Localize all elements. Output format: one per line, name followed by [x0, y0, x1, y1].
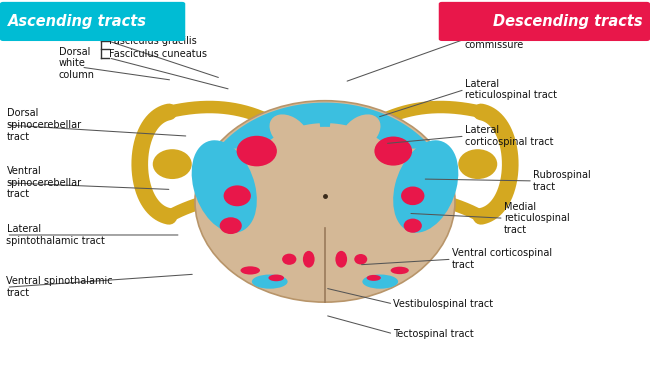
Text: Ascending tracts: Ascending tracts — [8, 14, 147, 29]
Text: Ventral
spinocerebellar
tract: Ventral spinocerebellar tract — [6, 166, 82, 200]
Text: Fasciculus cuneatus: Fasciculus cuneatus — [109, 50, 207, 59]
Text: Lateral
spintothalamic tract: Lateral spintothalamic tract — [6, 224, 105, 246]
Text: Ventral corticospinal
tract: Ventral corticospinal tract — [452, 248, 552, 270]
Ellipse shape — [240, 224, 300, 264]
Ellipse shape — [335, 251, 347, 268]
Ellipse shape — [270, 115, 309, 150]
Ellipse shape — [363, 275, 398, 289]
Polygon shape — [218, 103, 432, 160]
FancyBboxPatch shape — [0, 2, 185, 41]
Ellipse shape — [341, 115, 380, 150]
Ellipse shape — [374, 137, 412, 166]
Text: Tectospinal tract: Tectospinal tract — [393, 329, 474, 339]
Ellipse shape — [367, 275, 381, 281]
Text: Ventral white
commissure: Ventral white commissure — [465, 28, 530, 50]
Ellipse shape — [268, 275, 284, 281]
Ellipse shape — [252, 275, 287, 289]
Ellipse shape — [391, 267, 409, 274]
Ellipse shape — [153, 149, 192, 179]
Text: Rubrospinal
tract: Rubrospinal tract — [533, 170, 591, 192]
Ellipse shape — [401, 186, 424, 205]
Text: Dorsal
spinocerebellar
tract: Dorsal spinocerebellar tract — [6, 108, 82, 142]
Text: Medial
reticulospinal
tract: Medial reticulospinal tract — [504, 201, 569, 235]
Ellipse shape — [458, 149, 497, 179]
Ellipse shape — [303, 251, 315, 268]
Ellipse shape — [282, 254, 296, 265]
Ellipse shape — [354, 254, 367, 264]
Ellipse shape — [393, 140, 458, 233]
Ellipse shape — [240, 266, 260, 275]
Text: Vestibulospinal tract: Vestibulospinal tract — [393, 299, 493, 309]
Ellipse shape — [220, 217, 242, 234]
Text: Fasciculus gracilis: Fasciculus gracilis — [109, 36, 197, 46]
Ellipse shape — [350, 224, 410, 264]
Text: Lateral
corticospinal tract: Lateral corticospinal tract — [465, 125, 553, 147]
Text: Lateral
reticulospinal tract: Lateral reticulospinal tract — [465, 79, 557, 100]
Ellipse shape — [260, 127, 390, 261]
Ellipse shape — [311, 164, 339, 254]
Ellipse shape — [404, 219, 422, 233]
Ellipse shape — [195, 101, 455, 302]
Text: Descending tracts: Descending tracts — [493, 14, 642, 29]
Ellipse shape — [237, 136, 277, 166]
FancyBboxPatch shape — [439, 2, 650, 41]
Text: Ventral spinothalamic
tract: Ventral spinothalamic tract — [6, 276, 113, 298]
Ellipse shape — [224, 185, 251, 206]
Text: Dorsal
white
column: Dorsal white column — [58, 47, 94, 80]
Ellipse shape — [192, 140, 257, 233]
